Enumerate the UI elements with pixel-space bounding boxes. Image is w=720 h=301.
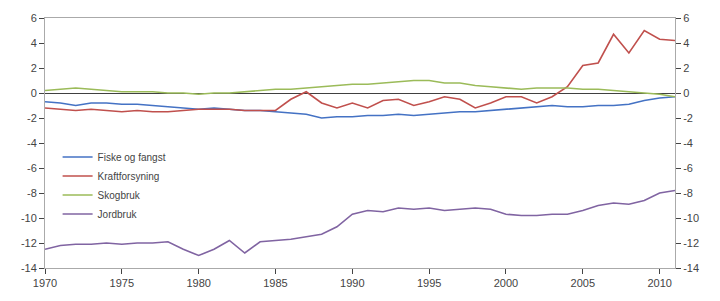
- svg-text:2000: 2000: [494, 277, 518, 289]
- svg-text:-14: -14: [21, 262, 37, 274]
- svg-text:-6: -6: [683, 162, 693, 174]
- svg-text:Jordbruk: Jordbruk: [98, 209, 138, 220]
- svg-text:6: 6: [683, 12, 689, 24]
- svg-text:Kraftforsyning: Kraftforsyning: [98, 171, 160, 182]
- svg-text:1990: 1990: [340, 277, 364, 289]
- svg-text:-12: -12: [21, 237, 37, 249]
- svg-text:-14: -14: [683, 262, 699, 274]
- svg-text:-12: -12: [683, 237, 699, 249]
- svg-text:-4: -4: [683, 137, 693, 149]
- svg-text:Fiske og fangst: Fiske og fangst: [98, 152, 166, 163]
- svg-text:2: 2: [683, 62, 689, 74]
- svg-text:1970: 1970: [33, 277, 57, 289]
- svg-text:Skogbruk: Skogbruk: [98, 190, 141, 201]
- svg-text:0: 0: [683, 87, 689, 99]
- svg-text:-2: -2: [27, 112, 37, 124]
- svg-text:2: 2: [31, 62, 37, 74]
- svg-text:1985: 1985: [263, 277, 287, 289]
- svg-text:1995: 1995: [417, 277, 441, 289]
- svg-text:2010: 2010: [647, 277, 671, 289]
- svg-text:-10: -10: [21, 212, 37, 224]
- svg-text:1975: 1975: [110, 277, 134, 289]
- svg-text:-6: -6: [27, 162, 37, 174]
- svg-text:-8: -8: [683, 187, 693, 199]
- svg-text:-2: -2: [683, 112, 693, 124]
- svg-text:-10: -10: [683, 212, 699, 224]
- svg-text:-8: -8: [27, 187, 37, 199]
- svg-text:-4: -4: [27, 137, 37, 149]
- svg-text:4: 4: [683, 37, 689, 49]
- svg-text:0: 0: [31, 87, 37, 99]
- svg-text:6: 6: [31, 12, 37, 24]
- svg-text:1980: 1980: [186, 277, 210, 289]
- svg-text:4: 4: [31, 37, 37, 49]
- svg-text:2005: 2005: [571, 277, 595, 289]
